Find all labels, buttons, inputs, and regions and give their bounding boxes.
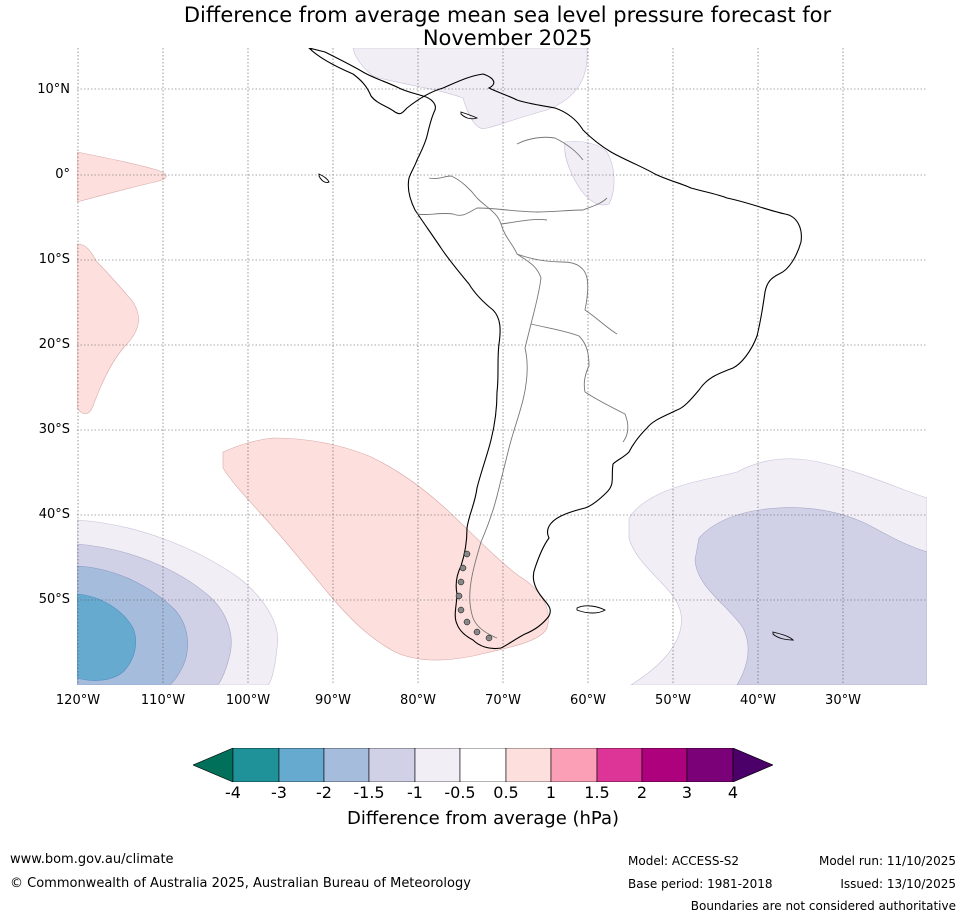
lat-label-10n: 10°N xyxy=(37,82,70,97)
colorbar-tick-6: -0.5 xyxy=(444,783,476,802)
country-borders xyxy=(416,136,629,639)
lon-label-120w: 120°W xyxy=(55,693,101,708)
footer-issued: Issued: 13/10/2025 xyxy=(840,877,956,891)
colorbar-tick-3: -2 xyxy=(316,783,332,802)
footer-website: www.bom.gov.au/climate xyxy=(10,852,174,867)
footer-base-period: Base period: 1981-2018 xyxy=(628,877,773,891)
lon-label-80w: 80°W xyxy=(400,693,436,708)
lon-label-110w: 110°W xyxy=(140,693,186,708)
footer-model-run: Model run: 11/10/2025 xyxy=(818,854,956,868)
lat-label-0: 0° xyxy=(55,167,70,182)
lat-label-20s: 20°S xyxy=(38,337,70,352)
colorbar-segment-4 xyxy=(368,748,416,782)
negative-anomaly-region-south-atlantic-inner xyxy=(694,507,927,685)
positive-anomaly-region-southeast-pacific xyxy=(222,437,549,661)
colorbar-tick-1: -4 xyxy=(225,783,241,802)
colorbar-segment-1 xyxy=(232,748,280,782)
lat-label-50s: 50°S xyxy=(38,592,70,607)
map-title: Difference from average mean sea level p… xyxy=(0,4,965,50)
footer-model: Model: ACCESS-S2 xyxy=(628,854,740,868)
colorbar-segment-2 xyxy=(278,748,325,782)
colorbar-tick-11: 3 xyxy=(681,783,693,802)
colorbar-tick-4: -1.5 xyxy=(353,783,385,802)
lon-label-30w: 30°W xyxy=(825,693,861,708)
colorbar-segment-6 xyxy=(459,748,507,782)
colorbar-tick-2: -3 xyxy=(271,783,287,802)
lon-label-60w: 60°W xyxy=(570,693,606,708)
positive-anomaly-region-equatorial-pacific xyxy=(77,151,167,203)
colorbar-segment-5 xyxy=(414,748,461,782)
map-title-line2: November 2025 xyxy=(422,26,593,50)
colorbar-segment-3 xyxy=(323,748,370,782)
negative-anomaly-region-southwest-core xyxy=(77,593,136,681)
colorbar-label: Difference from average (hPa) xyxy=(346,808,620,829)
lat-label-10s: 10°S xyxy=(38,252,70,267)
colorbar-over-arrow xyxy=(732,748,773,782)
lat-label-30s: 30°S xyxy=(38,422,70,437)
lon-label-100w: 100°W xyxy=(225,693,271,708)
colorbar-tick-8: 1 xyxy=(545,783,557,802)
lon-label-70w: 70°W xyxy=(485,693,521,708)
negative-anomaly-region-caribbean xyxy=(352,48,588,129)
colorbar-tick-12: 4 xyxy=(727,783,739,802)
map-title-line1: Difference from average mean sea level p… xyxy=(183,3,832,27)
lon-label-40w: 40°W xyxy=(740,693,776,708)
colorbar-tick-7: 0.5 xyxy=(493,783,519,802)
pressure-anomaly-map xyxy=(77,48,927,685)
colorbar-tick-10: 2 xyxy=(636,783,648,802)
colorbar-tick-9: 1.5 xyxy=(584,783,610,802)
positive-anomaly-region-east-pacific xyxy=(77,243,139,415)
colorbar-segment-9 xyxy=(596,748,643,782)
lon-label-90w: 90°W xyxy=(315,693,351,708)
graticule xyxy=(77,48,927,685)
colorbar-tick-5: -1 xyxy=(407,783,423,802)
colorbar-segment-7 xyxy=(505,748,552,782)
lon-label-50w: 50°W xyxy=(655,693,691,708)
south-america-coastline xyxy=(308,48,802,650)
footer-disclaimer: Boundaries are not considered authoritat… xyxy=(690,899,956,913)
colorbar-segment-11 xyxy=(686,748,734,782)
colorbar-under-arrow xyxy=(193,748,234,782)
colorbar-segment-8 xyxy=(550,748,598,782)
islands xyxy=(318,111,795,641)
colorbar xyxy=(193,748,773,782)
colorbar-segment-10 xyxy=(641,748,688,782)
negative-anomaly-region-guianas xyxy=(564,141,615,206)
lat-label-40s: 40°S xyxy=(38,507,70,522)
chilean-archipelago xyxy=(455,550,493,642)
footer-copyright: © Commonwealth of Australia 2025, Austra… xyxy=(10,876,471,891)
